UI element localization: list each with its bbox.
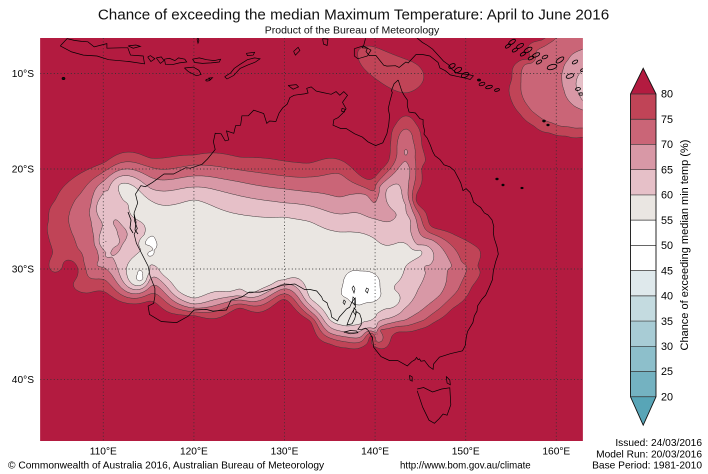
svg-text:50: 50 (661, 240, 673, 252)
svg-text:Product of the Bureau of Meteo: Product of the Bureau of Meteorology (265, 25, 440, 37)
svg-text:120°E: 120°E (180, 447, 208, 458)
svg-text:40°S: 40°S (12, 375, 34, 386)
svg-text:Chance of exceeding the median: Chance of exceeding the median Maximum T… (98, 7, 609, 24)
svg-text:75: 75 (661, 114, 673, 126)
svg-text:65: 65 (661, 164, 673, 176)
svg-text:http://www.bom.gov.au/climate: http://www.bom.gov.au/climate (400, 460, 531, 471)
svg-text:Chance of exceeding median min: Chance of exceeding median min temp (%) (679, 140, 691, 351)
svg-text:20: 20 (661, 392, 673, 404)
svg-text:Model Run: 20/03/2016: Model Run: 20/03/2016 (596, 449, 702, 460)
svg-text:25: 25 (661, 366, 673, 378)
svg-text:160°E: 160°E (542, 447, 570, 458)
svg-text:40: 40 (661, 291, 673, 303)
svg-text:150°E: 150°E (452, 447, 480, 458)
svg-text:140°E: 140°E (361, 447, 389, 458)
svg-text:110°E: 110°E (90, 447, 117, 458)
svg-text:10°S: 10°S (12, 69, 34, 80)
svg-text:Base Period: 1981-2010: Base Period: 1981-2010 (592, 461, 702, 472)
svg-text:80: 80 (661, 89, 673, 101)
svg-text:60: 60 (661, 190, 673, 202)
svg-text:Issued: 24/03/2016: Issued: 24/03/2016 (615, 438, 702, 449)
svg-text:35: 35 (661, 316, 673, 328)
svg-text:30: 30 (661, 341, 673, 353)
svg-text:© Commonwealth of Australia 20: © Commonwealth of Australia 2016, Austra… (8, 460, 325, 471)
svg-text:70: 70 (661, 139, 673, 151)
svg-text:55: 55 (661, 215, 673, 227)
svg-text:30°S: 30°S (12, 265, 34, 276)
svg-text:20°S: 20°S (12, 165, 34, 176)
svg-text:45: 45 (661, 265, 673, 277)
svg-text:130°E: 130°E (271, 447, 299, 458)
